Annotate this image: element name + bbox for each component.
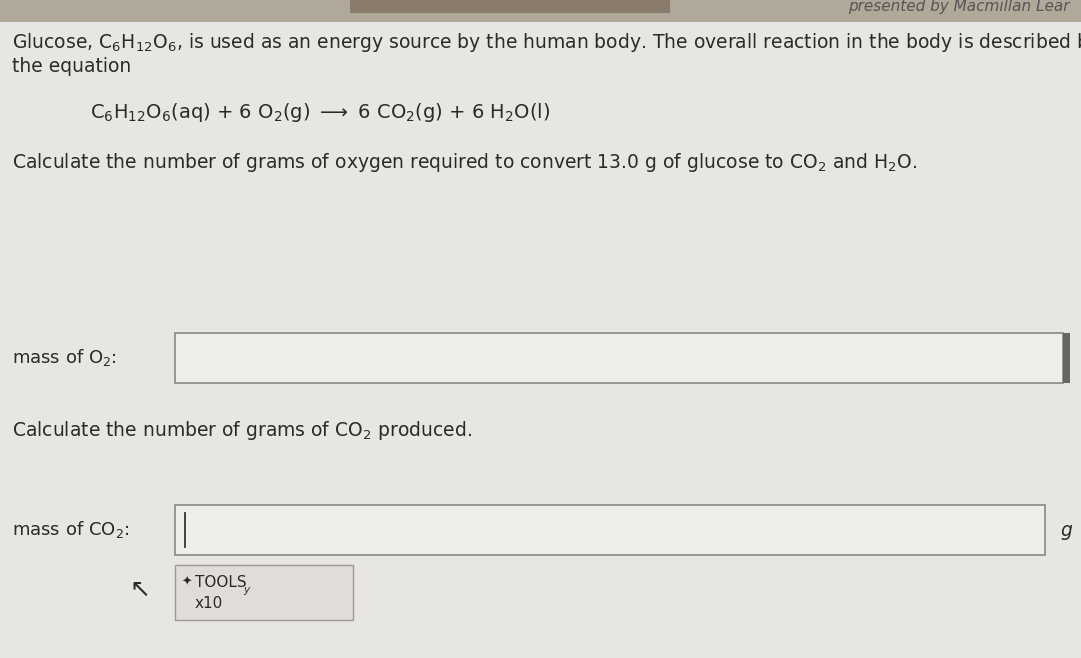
FancyBboxPatch shape: [175, 505, 1045, 555]
Text: $\mathregular{C_6H_{12}O_6}$(aq) + 6 $\mathregular{O_2}$(g) $\longrightarrow$ 6 : $\mathregular{C_6H_{12}O_6}$(aq) + 6 $\m…: [90, 101, 550, 124]
FancyBboxPatch shape: [175, 565, 353, 620]
Bar: [350, 0, 670, 13]
Text: Glucose, $\mathregular{C_6H_{12}O_6}$, is used as an energy source by the human : Glucose, $\mathregular{C_6H_{12}O_6}$, i…: [12, 32, 1081, 55]
Text: ✦: ✦: [182, 576, 192, 589]
Text: TOOLS: TOOLS: [195, 575, 246, 590]
FancyBboxPatch shape: [175, 333, 1063, 383]
Bar: [0, 0, 1081, 22]
Text: the equation: the equation: [12, 57, 131, 76]
Text: Calculate the number of grams of oxygen required to convert 13.0 g of glucose to: Calculate the number of grams of oxygen …: [12, 151, 918, 174]
Text: presented by Macmillan Lear: presented by Macmillan Lear: [849, 0, 1070, 14]
Text: Calculate the number of grams of $\mathregular{CO_2}$ produced.: Calculate the number of grams of $\mathr…: [12, 418, 472, 442]
Text: ↖: ↖: [130, 578, 150, 602]
Text: mass of $\mathregular{O_2}$:: mass of $\mathregular{O_2}$:: [12, 347, 117, 368]
Text: y: y: [243, 585, 249, 595]
Bar: [1063, 333, 1070, 383]
Text: x10: x10: [195, 596, 224, 611]
Text: g: g: [1060, 520, 1072, 540]
Text: mass of $\mathregular{CO_2}$:: mass of $\mathregular{CO_2}$:: [12, 520, 130, 540]
